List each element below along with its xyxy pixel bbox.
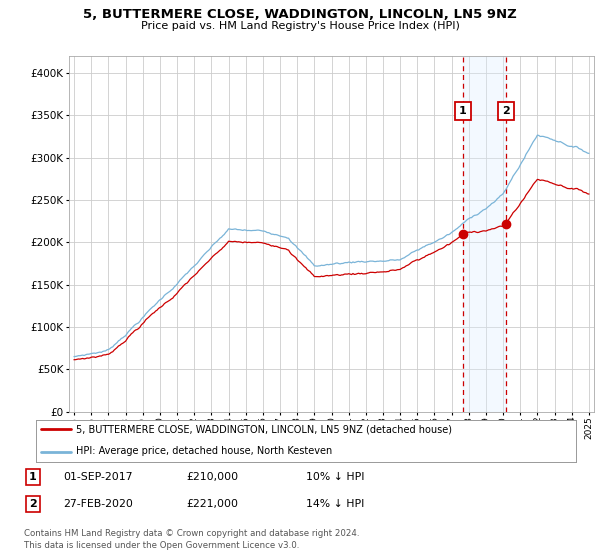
Text: £221,000: £221,000 — [186, 499, 238, 509]
Text: 14% ↓ HPI: 14% ↓ HPI — [306, 499, 364, 509]
Text: 1: 1 — [459, 106, 467, 116]
Text: HPI: Average price, detached house, North Kesteven: HPI: Average price, detached house, Nort… — [77, 446, 333, 456]
Text: 27-FEB-2020: 27-FEB-2020 — [63, 499, 133, 509]
Text: 10% ↓ HPI: 10% ↓ HPI — [306, 472, 365, 482]
Text: Price paid vs. HM Land Registry's House Price Index (HPI): Price paid vs. HM Land Registry's House … — [140, 21, 460, 31]
Text: 01-SEP-2017: 01-SEP-2017 — [63, 472, 133, 482]
Text: 5, BUTTERMERE CLOSE, WADDINGTON, LINCOLN, LN5 9NZ (detached house): 5, BUTTERMERE CLOSE, WADDINGTON, LINCOLN… — [77, 424, 452, 434]
Text: 1: 1 — [29, 472, 37, 482]
Bar — [463, 56, 506, 412]
Text: 2: 2 — [29, 499, 37, 509]
Text: 5, BUTTERMERE CLOSE, WADDINGTON, LINCOLN, LN5 9NZ: 5, BUTTERMERE CLOSE, WADDINGTON, LINCOLN… — [83, 8, 517, 21]
Text: Contains HM Land Registry data © Crown copyright and database right 2024.
This d: Contains HM Land Registry data © Crown c… — [24, 529, 359, 550]
Text: 2: 2 — [502, 106, 510, 116]
Text: £210,000: £210,000 — [186, 472, 238, 482]
